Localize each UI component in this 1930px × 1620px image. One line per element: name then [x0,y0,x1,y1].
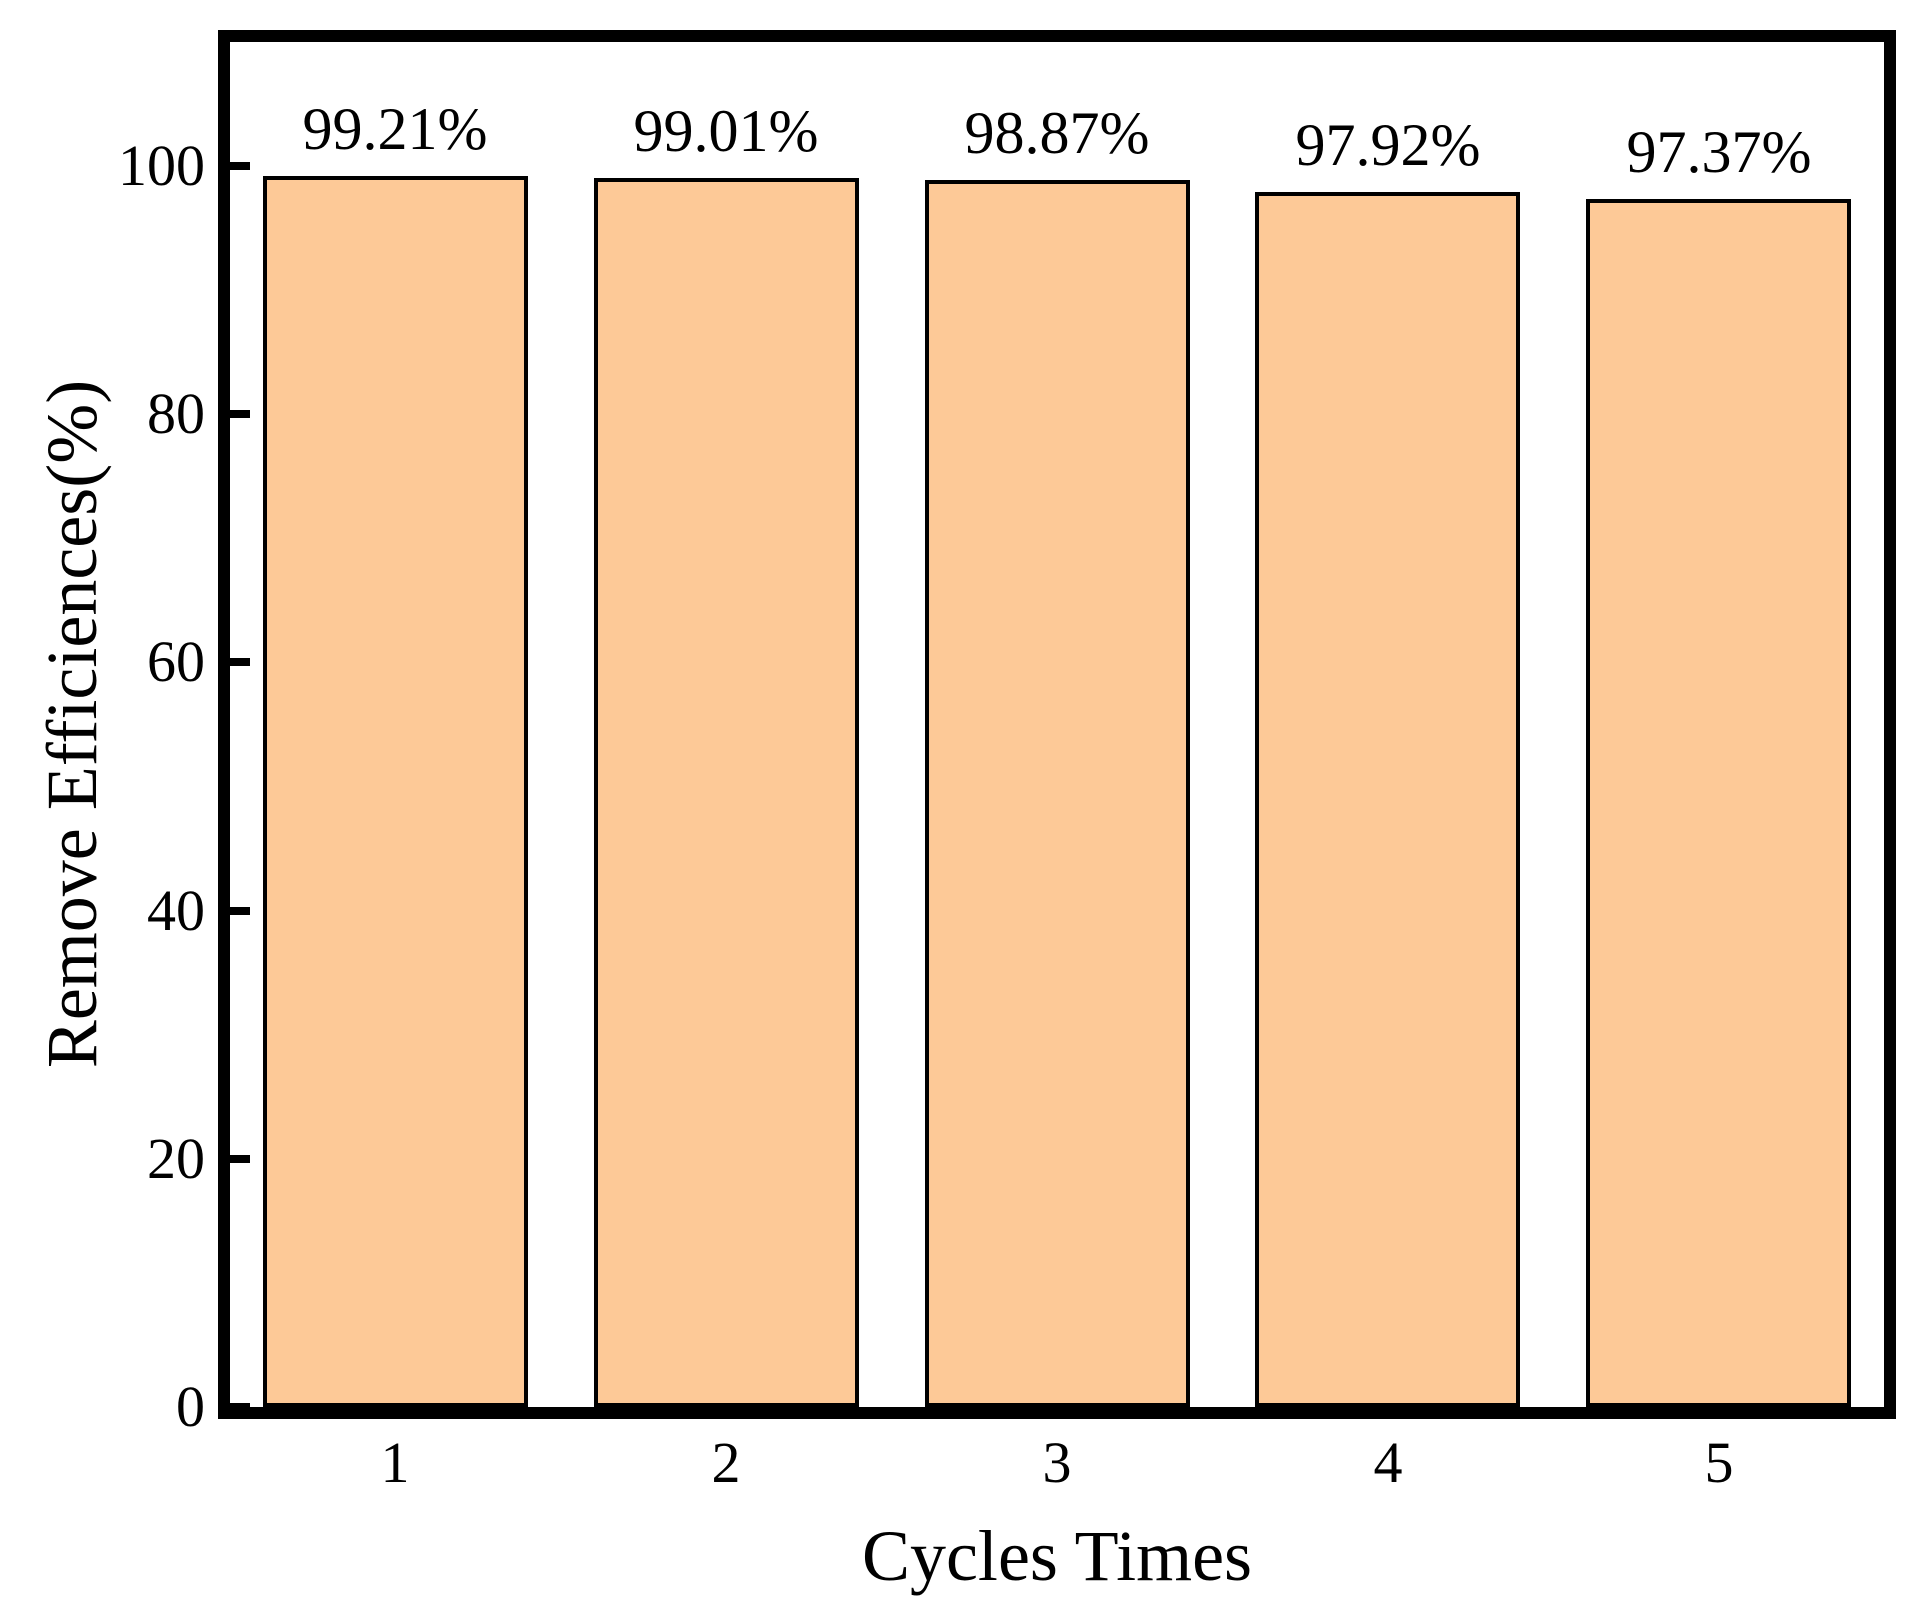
y-tick-label: 0 [176,1374,205,1439]
bar-value-label: 97.37% [1626,119,1812,185]
y-tick-label: 20 [147,1125,205,1191]
y-axis-tick [230,1403,250,1411]
bar-cycle-5 [1586,199,1851,1407]
bar-value-label: 98.87% [964,100,1150,166]
bar-value-label: 99.21% [302,96,488,162]
y-axis-title: Remove Efficiences(%) [32,379,112,1069]
plot-area: 99.21% 99.01% 98.87% 97.92% 97.37% [218,30,1896,1419]
y-tick-label: 60 [147,629,205,695]
x-tick-label: 5 [1704,1430,1734,1495]
y-tick-label: 100 [118,133,205,199]
y-axis-tick [230,658,250,667]
bar-cycle-1 [263,176,528,1407]
bar-value-label: 99.01% [633,98,819,164]
y-axis-tick [230,1154,250,1163]
bar-cycle-3 [925,180,1190,1407]
bar-cycle-2 [594,178,859,1407]
x-tick-label: 1 [380,1430,410,1495]
bar-cycle-4 [1255,192,1520,1407]
x-axis-title: Cycles Times [861,1516,1253,1596]
x-tick-label: 3 [1042,1430,1072,1495]
y-axis-tick [230,906,250,915]
y-axis-tick [230,410,250,419]
y-tick-label: 80 [147,381,205,447]
bar-value-label: 97.92% [1295,112,1481,178]
y-axis-tick [230,162,250,171]
x-tick-label: 2 [711,1430,741,1495]
x-tick-label: 4 [1373,1430,1403,1495]
y-tick-label: 40 [147,877,205,943]
